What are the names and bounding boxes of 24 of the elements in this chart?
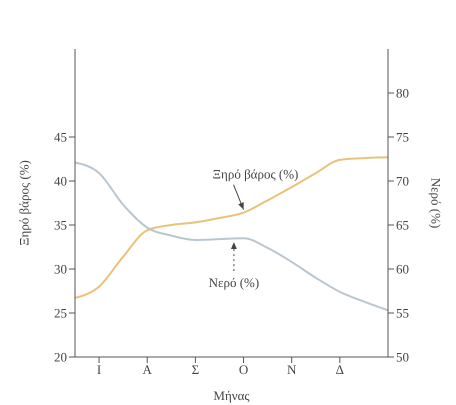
- annotation: Ξηρό βάρος (%): [212, 166, 298, 182]
- y-tick-label: 40: [54, 174, 67, 189]
- x-tick-label: Ι: [96, 362, 102, 378]
- annotation: Νερό (%): [208, 275, 260, 290]
- y2-tick-label: 70: [396, 174, 409, 189]
- x-axis-title: Μήνας: [213, 388, 250, 403]
- y2-tick-label: 60: [396, 262, 409, 277]
- y2-tick-label: 55: [396, 306, 409, 321]
- y2-tick-label: 75: [396, 130, 409, 145]
- y-tick-label: 20: [54, 350, 67, 365]
- y-tick-label: 35: [54, 218, 67, 233]
- x-tick-label: Ν: [286, 362, 297, 378]
- y-tick-label: 25: [54, 306, 67, 321]
- y2-axis-title: Νερό (%): [428, 178, 444, 228]
- y-axis-title: Ξηρό βάρος (%): [16, 160, 32, 246]
- x-tick-label: Δ: [336, 362, 344, 378]
- y2-tick-label: 50: [396, 350, 409, 365]
- x-tick-label: Α: [142, 362, 153, 378]
- y2-tick-label: 65: [396, 218, 409, 233]
- y2-tick-label: 80: [396, 86, 409, 101]
- y-tick-label: 30: [54, 262, 67, 277]
- y-tick-label: 45: [54, 130, 67, 145]
- x-tick-label: Ο: [238, 362, 248, 378]
- x-tick-label: Σ: [192, 362, 200, 378]
